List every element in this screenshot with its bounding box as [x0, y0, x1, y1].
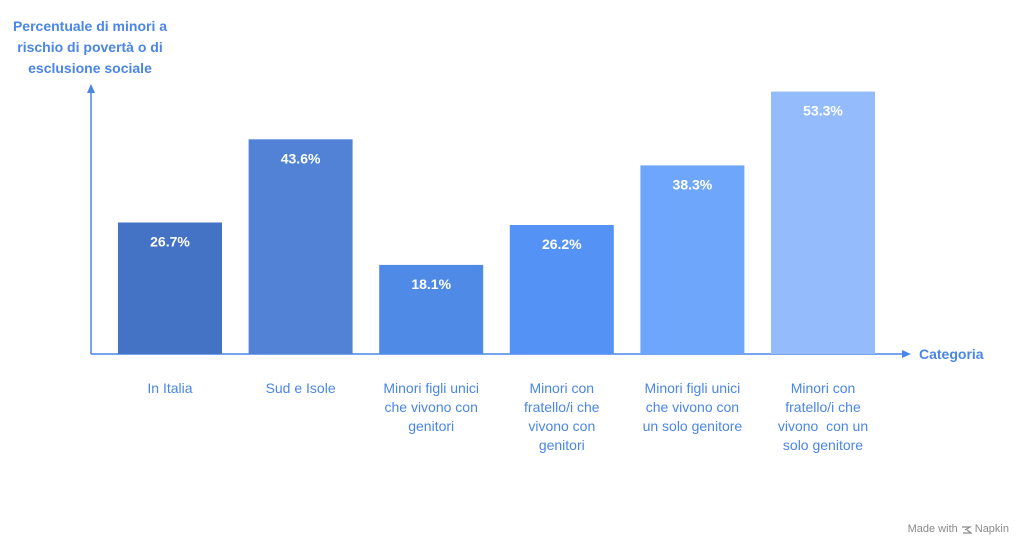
watermark: Made with Napkin — [908, 523, 1009, 535]
category-tick-label: Minori figli unici — [645, 380, 741, 396]
category-tick-label: che vivono con — [384, 399, 477, 415]
bar-value-label: 53.3% — [803, 103, 843, 119]
category-tick-label: fratello/i che — [524, 399, 600, 415]
bar — [771, 91, 875, 354]
category-tick-label: In Italia — [147, 380, 192, 396]
category-tick-label: genitori — [408, 418, 454, 434]
bar — [640, 165, 745, 354]
y-axis-label-line: esclusione sociale — [28, 60, 152, 76]
y-axis-label: Percentuale di minori a rischio di pover… — [13, 18, 167, 76]
bar — [509, 225, 614, 354]
y-axis-label-line: Percentuale di minori a — [13, 18, 167, 34]
category-tick-label: genitori — [539, 437, 585, 453]
bar-value-label: 18.1% — [411, 276, 451, 292]
category-tick-label: un solo genitore — [643, 418, 743, 434]
category-tick-label: fratello/i che — [785, 399, 861, 415]
category-tick-label: Sud e Isole — [266, 380, 336, 396]
category-tick-label: Minori con — [791, 380, 856, 396]
category-tick-label: Minori figli unici — [383, 380, 479, 396]
category-tick-label: che vivono con — [646, 399, 739, 415]
y-axis — [87, 84, 95, 354]
watermark-prefix: Made with — [907, 523, 958, 535]
x-axis-arrow-icon — [902, 350, 911, 358]
bar-value-label: 38.3% — [673, 176, 713, 192]
bar-value-label: 26.7% — [150, 234, 190, 250]
category-tick-label: vivono con — [528, 418, 595, 434]
bar — [248, 139, 353, 354]
x-axis-label: Categoria — [919, 346, 984, 362]
bar-value-label: 26.2% — [542, 236, 582, 252]
x-axis — [91, 350, 911, 358]
category-tick-label: Minori con — [530, 380, 595, 396]
category-tick-label: solo genitore — [783, 437, 863, 453]
y-axis-label-line: rischio di povertà o di — [17, 39, 162, 55]
watermark-brand: Napkin — [974, 523, 1009, 535]
napkin-logo-icon — [961, 525, 972, 534]
bar — [379, 264, 484, 354]
bar — [118, 222, 222, 354]
category-tick-label: vivono con un — [778, 418, 868, 434]
y-axis-arrow-icon — [87, 84, 95, 93]
bar-value-label: 43.6% — [281, 150, 321, 166]
bars-group: 26.7% In Italia 43.6% Sud e Isole 18.1% Minor… — [118, 91, 875, 453]
